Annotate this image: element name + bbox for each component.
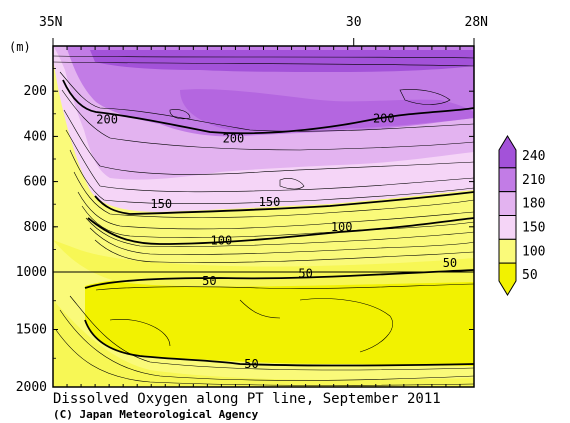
contour-label: 50 bbox=[244, 357, 258, 371]
contour-100 bbox=[87, 217, 474, 245]
contour-150 bbox=[94, 191, 474, 215]
y-tick-label: 2000 bbox=[16, 380, 47, 395]
colorbar-label: 210 bbox=[522, 173, 545, 188]
colorbar-swatch bbox=[498, 262, 517, 296]
chart-credit: (C) Japan Meteorological Agency bbox=[53, 408, 259, 421]
y-tick-label: 1500 bbox=[16, 323, 47, 338]
colorbar-label: 50 bbox=[522, 268, 538, 283]
colorbar: 240 210 180 150 100 50 bbox=[498, 135, 545, 296]
y-unit-label: (m) bbox=[9, 40, 31, 54]
contour-label: 200 bbox=[373, 111, 395, 125]
y-tick-label: 1000 bbox=[16, 265, 47, 280]
x-axis: 35N 30 28N bbox=[39, 15, 488, 46]
contour-label: 100 bbox=[211, 233, 233, 247]
contour-200 bbox=[62, 79, 474, 135]
x-tick-label: 28N bbox=[465, 15, 488, 30]
colorbar-label: 150 bbox=[522, 220, 545, 235]
colorbar-label: 240 bbox=[522, 149, 545, 164]
colorbar-swatch bbox=[498, 215, 517, 240]
colorbar-swatch bbox=[498, 191, 517, 217]
contour-label: 50 bbox=[298, 267, 312, 281]
y-tick-label: 800 bbox=[24, 220, 47, 235]
y-tick-label: 400 bbox=[24, 129, 47, 144]
field-50-bottom bbox=[53, 300, 474, 387]
contour-50-lower bbox=[84, 319, 474, 367]
colorbar-swatch bbox=[498, 238, 517, 264]
chart-title: Dissolved Oxygen along PT line, Septembe… bbox=[53, 391, 441, 407]
x-tick-label: 35N bbox=[39, 15, 62, 30]
contour-label: 200 bbox=[223, 132, 245, 146]
y-tick-label: 200 bbox=[24, 84, 47, 99]
x-tick-label: 30 bbox=[346, 15, 362, 30]
colorbar-swatch bbox=[498, 167, 517, 193]
colorbar-label: 100 bbox=[522, 244, 545, 259]
thick-contours bbox=[62, 79, 474, 367]
contour-label: 50 bbox=[443, 256, 457, 270]
contour-50-upper bbox=[84, 269, 474, 289]
contour-label: 150 bbox=[150, 197, 172, 211]
field-240-top bbox=[90, 50, 474, 72]
contour-label: 50 bbox=[202, 274, 216, 288]
contour-labels: 200 200 200 150 150 100 100 50 50 50 50 bbox=[96, 111, 457, 371]
contour-label: 100 bbox=[331, 220, 353, 234]
contour-label: 150 bbox=[259, 195, 281, 209]
colorbar-label: 180 bbox=[522, 197, 545, 212]
y-axis: 200 400 600 800 1000 1500 2000 bbox=[16, 68, 474, 395]
contour-field bbox=[53, 46, 474, 387]
y-tick-label: 600 bbox=[24, 175, 47, 190]
contour-label: 200 bbox=[96, 112, 118, 126]
colorbar-swatch bbox=[498, 135, 517, 169]
field-240-mid bbox=[180, 89, 474, 131]
